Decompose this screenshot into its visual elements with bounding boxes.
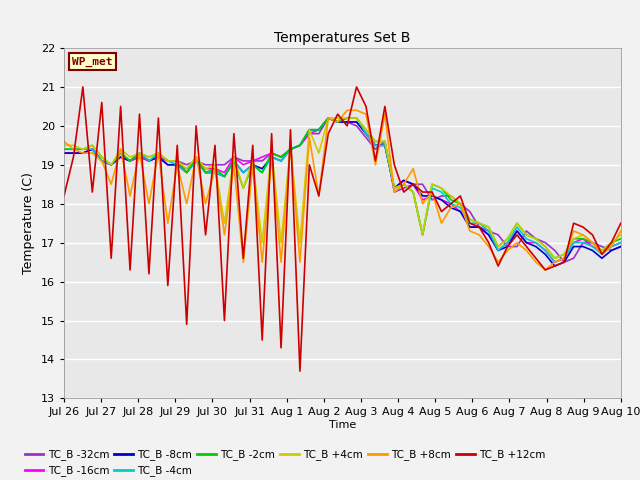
TC_B -2cm bbox=[551, 255, 559, 261]
Legend: TC_B -32cm, TC_B -16cm, TC_B -8cm, TC_B -4cm, TC_B -2cm, TC_B +4cm, TC_B +8cm, T: TC_B -32cm, TC_B -16cm, TC_B -8cm, TC_B … bbox=[25, 449, 545, 476]
Y-axis label: Temperature (C): Temperature (C) bbox=[22, 172, 35, 274]
Line: TC_B +12cm: TC_B +12cm bbox=[64, 87, 621, 371]
TC_B +4cm bbox=[617, 232, 625, 238]
TC_B -4cm bbox=[221, 174, 228, 180]
TC_B -32cm bbox=[324, 115, 332, 121]
TC_B +8cm bbox=[249, 162, 257, 168]
TC_B -8cm bbox=[249, 162, 257, 168]
TC_B -2cm bbox=[239, 185, 247, 191]
TC_B -2cm bbox=[249, 162, 257, 168]
TC_B -4cm bbox=[249, 162, 257, 168]
TC_B -4cm bbox=[202, 170, 209, 176]
TC_B -16cm bbox=[419, 197, 426, 203]
TC_B +12cm bbox=[428, 189, 436, 195]
TC_B +12cm bbox=[617, 220, 625, 226]
TC_B +12cm bbox=[79, 84, 86, 90]
TC_B +8cm bbox=[202, 201, 209, 206]
TC_B -32cm bbox=[239, 158, 247, 164]
TC_B -8cm bbox=[239, 170, 247, 176]
TC_B +12cm bbox=[60, 193, 68, 199]
TC_B -8cm bbox=[221, 174, 228, 180]
TC_B -16cm bbox=[154, 154, 162, 160]
TC_B +8cm bbox=[541, 267, 549, 273]
TC_B -8cm bbox=[202, 170, 209, 176]
Line: TC_B -32cm: TC_B -32cm bbox=[64, 118, 621, 262]
TC_B -2cm bbox=[419, 232, 426, 238]
TC_B -8cm bbox=[617, 244, 625, 250]
TC_B -4cm bbox=[617, 240, 625, 246]
TC_B +12cm bbox=[164, 283, 172, 288]
Line: TC_B -16cm: TC_B -16cm bbox=[64, 118, 621, 262]
TC_B -4cm bbox=[324, 115, 332, 121]
TC_B -8cm bbox=[551, 263, 559, 269]
TC_B -4cm bbox=[239, 170, 247, 176]
TC_B -2cm bbox=[154, 150, 162, 156]
TC_B -16cm bbox=[239, 162, 247, 168]
TC_B -4cm bbox=[551, 259, 559, 265]
TC_B +4cm bbox=[154, 150, 162, 156]
TC_B +12cm bbox=[296, 368, 304, 374]
TC_B +8cm bbox=[221, 232, 228, 238]
TC_B +8cm bbox=[343, 108, 351, 113]
TC_B -2cm bbox=[202, 170, 209, 176]
TC_B -8cm bbox=[154, 154, 162, 160]
TC_B -32cm bbox=[561, 259, 568, 265]
TC_B -4cm bbox=[419, 232, 426, 238]
Line: TC_B -4cm: TC_B -4cm bbox=[64, 118, 621, 262]
Line: TC_B +4cm: TC_B +4cm bbox=[64, 118, 621, 258]
TC_B +8cm bbox=[154, 150, 162, 156]
TC_B +4cm bbox=[551, 255, 559, 261]
TC_B +4cm bbox=[419, 232, 426, 238]
TC_B +12cm bbox=[259, 337, 266, 343]
Text: WP_met: WP_met bbox=[72, 57, 113, 67]
TC_B -32cm bbox=[419, 181, 426, 187]
TC_B +12cm bbox=[211, 143, 219, 148]
TC_B -8cm bbox=[60, 150, 68, 156]
TC_B -16cm bbox=[324, 115, 332, 121]
TC_B -32cm bbox=[202, 162, 209, 168]
TC_B -2cm bbox=[60, 146, 68, 152]
TC_B +8cm bbox=[617, 228, 625, 234]
Line: TC_B -2cm: TC_B -2cm bbox=[64, 118, 621, 258]
TC_B +12cm bbox=[249, 143, 257, 148]
TC_B -4cm bbox=[154, 150, 162, 156]
TC_B +4cm bbox=[202, 166, 209, 171]
TC_B +12cm bbox=[230, 131, 237, 136]
TC_B -16cm bbox=[617, 240, 625, 246]
TC_B -16cm bbox=[249, 158, 257, 164]
TC_B -16cm bbox=[60, 150, 68, 156]
TC_B -2cm bbox=[221, 174, 228, 180]
TC_B -16cm bbox=[221, 170, 228, 176]
TC_B +4cm bbox=[249, 158, 257, 164]
TC_B -8cm bbox=[324, 115, 332, 121]
TC_B +4cm bbox=[221, 220, 228, 226]
Title: Temperatures Set B: Temperatures Set B bbox=[274, 32, 411, 46]
TC_B +4cm bbox=[239, 185, 247, 191]
TC_B +4cm bbox=[60, 143, 68, 148]
TC_B +8cm bbox=[239, 259, 247, 265]
TC_B -16cm bbox=[551, 259, 559, 265]
TC_B -32cm bbox=[249, 158, 257, 164]
TC_B -2cm bbox=[324, 115, 332, 121]
X-axis label: Time: Time bbox=[329, 420, 356, 430]
TC_B -16cm bbox=[202, 166, 209, 171]
TC_B -32cm bbox=[221, 162, 228, 168]
TC_B +4cm bbox=[324, 115, 332, 121]
TC_B -32cm bbox=[617, 244, 625, 250]
TC_B -8cm bbox=[419, 193, 426, 199]
TC_B -2cm bbox=[617, 236, 625, 241]
Line: TC_B -8cm: TC_B -8cm bbox=[64, 118, 621, 266]
TC_B -32cm bbox=[154, 154, 162, 160]
TC_B -32cm bbox=[60, 150, 68, 156]
TC_B +8cm bbox=[60, 139, 68, 144]
Line: TC_B +8cm: TC_B +8cm bbox=[64, 110, 621, 270]
TC_B -4cm bbox=[60, 146, 68, 152]
TC_B +8cm bbox=[419, 201, 426, 206]
